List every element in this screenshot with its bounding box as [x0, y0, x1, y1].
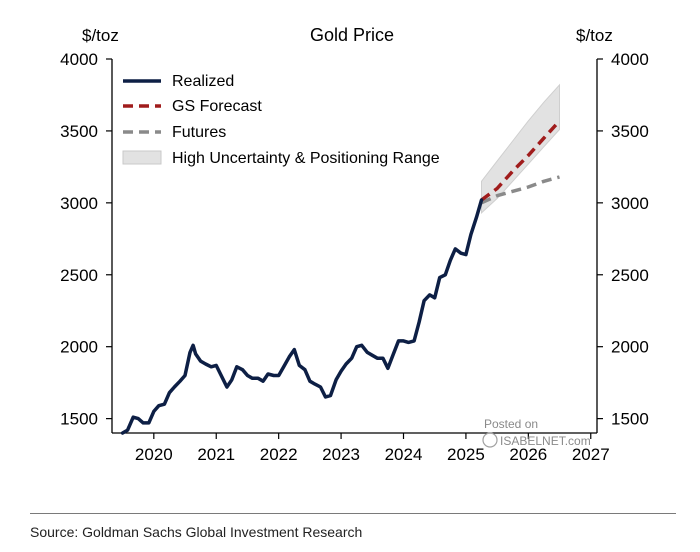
gs-forecast-line [480, 119, 561, 202]
y-tick-label-left: 2000 [60, 338, 98, 357]
chart-title: Gold Price [310, 25, 394, 45]
x-tick-label: 2020 [135, 445, 173, 464]
y-tick-label-right: 2500 [611, 266, 649, 285]
legend-swatch-uncertainty-band [122, 150, 162, 165]
y-axis-label-right: $/toz [576, 26, 613, 45]
legend-label-uncertainty-band: High Uncertainty & Positioning Range [172, 150, 440, 167]
x-tick-label: 2025 [447, 445, 485, 464]
realized-line [120, 198, 484, 435]
futures-line [480, 175, 560, 205]
y-tick-label-right: 3500 [611, 122, 649, 141]
y-axis-label-left: $/toz [82, 26, 119, 45]
uncertainty-band [481, 83, 560, 215]
y-tick-label-left: 4000 [60, 50, 98, 69]
x-tick-label: 2027 [572, 445, 610, 464]
legend-label-realized: Realized [172, 73, 234, 90]
y-tick-label-left: 3500 [60, 122, 98, 141]
footer-divider [30, 513, 676, 514]
y-tick-label-right: 1500 [611, 410, 649, 429]
x-tick-label: 2022 [260, 445, 298, 464]
legend-label-gs-forecast: GS Forecast [172, 98, 262, 115]
source-note: Source: Goldman Sachs Global Investment … [30, 524, 363, 540]
y-tick-label-left: 3000 [60, 194, 98, 213]
watermark-line2: ISABELNET.com [500, 434, 591, 448]
legend: Realized GS Forecast Futures High Uncert… [122, 73, 440, 167]
y-tick-label-right: 4000 [611, 50, 649, 69]
axes: 1500 1500 2000 2000 2500 2500 3000 3000 3500 3500… [60, 50, 649, 464]
series-layer [120, 119, 561, 435]
legend-label-futures: Futures [172, 124, 226, 141]
watermark-globe-icon [482, 432, 498, 448]
y-tick-label-left: 1500 [60, 410, 98, 429]
gold-price-chart: $/toz $/toz Gold Price 1500 1500 2000 2000 2… [60, 25, 649, 464]
watermark-line1: Posted on [484, 417, 538, 431]
x-tick-label: 2024 [385, 445, 423, 464]
y-tick-label-left: 2500 [60, 266, 98, 285]
y-tick-label-right: 2000 [611, 338, 649, 357]
x-tick-label: 2021 [197, 445, 235, 464]
y-tick-label-right: 3000 [611, 194, 649, 213]
uncertainty-band-layer [481, 83, 560, 215]
watermark: Posted on ISABELNET.com [482, 417, 591, 448]
x-tick-label: 2023 [322, 445, 360, 464]
x-tick-label: 2026 [509, 445, 547, 464]
